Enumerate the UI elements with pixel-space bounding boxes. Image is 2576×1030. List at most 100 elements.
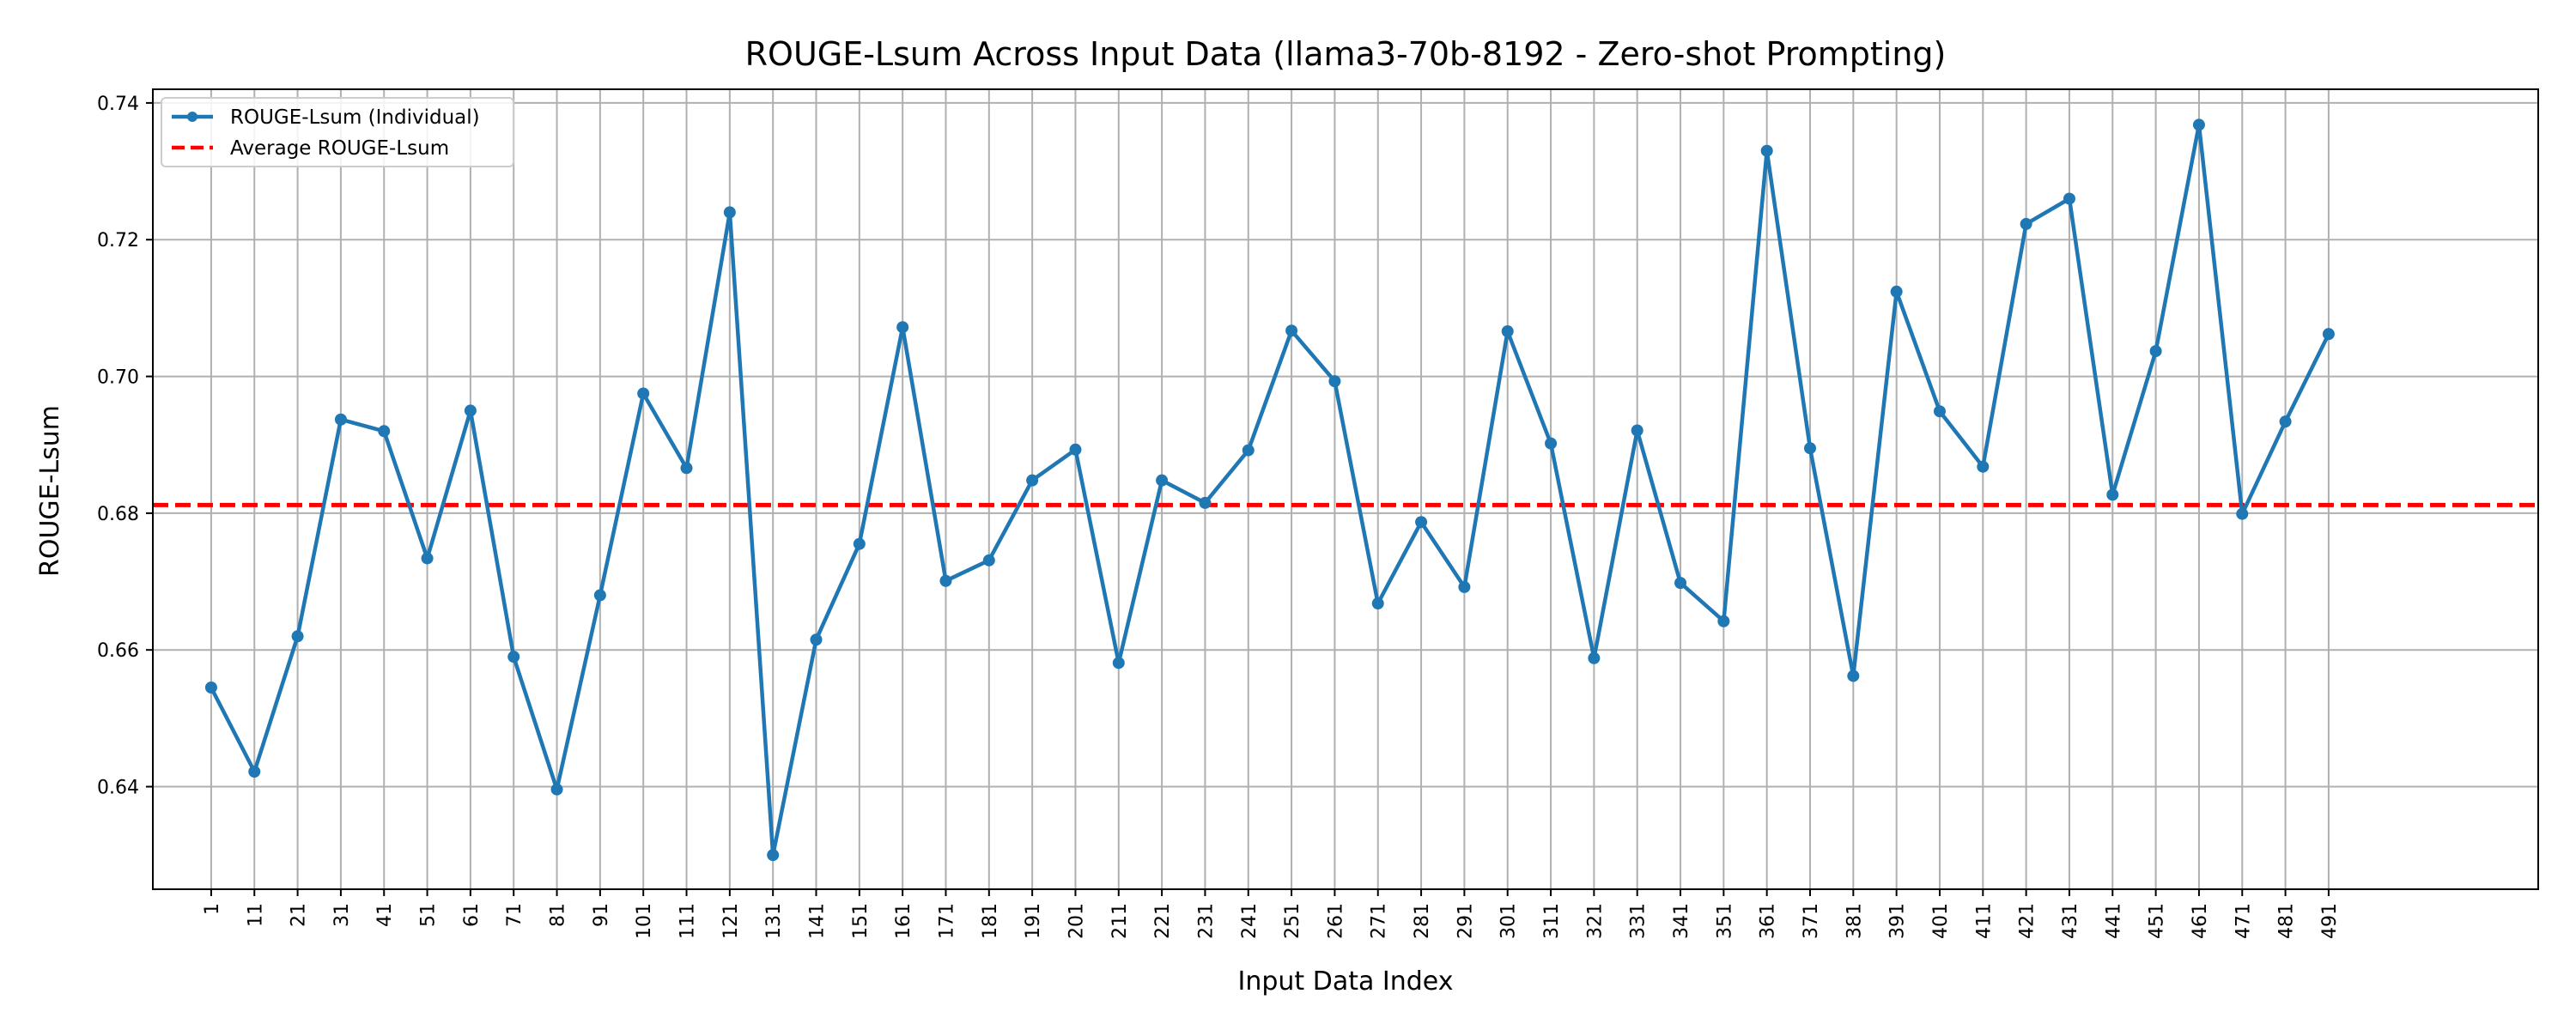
- x-tick-label: 221: [1152, 903, 1174, 939]
- data-point: [1545, 437, 1558, 450]
- data-point: [1156, 474, 1169, 487]
- data-point: [2322, 328, 2335, 341]
- x-tick-label: 361: [1758, 903, 1779, 939]
- x-tick-label: 141: [807, 903, 829, 939]
- x-tick-label: 61: [461, 903, 483, 927]
- x-tick-label: 281: [1412, 903, 1433, 939]
- x-tick-label: 231: [1195, 903, 1217, 939]
- data-point: [1242, 444, 1255, 457]
- x-tick-label: 111: [677, 903, 699, 939]
- data-point: [810, 633, 823, 646]
- x-tick-label: 241: [1239, 903, 1261, 939]
- data-point: [204, 682, 217, 694]
- x-tick-label: 131: [763, 903, 785, 939]
- data-point: [1847, 670, 1860, 682]
- x-tick-label: 211: [1109, 903, 1131, 939]
- data-point: [550, 783, 563, 796]
- data-point: [1285, 324, 1298, 337]
- y-tick-label: 0.74: [97, 94, 139, 115]
- x-tick-label: 1: [202, 903, 223, 915]
- x-tick-label: 341: [1671, 903, 1692, 939]
- data-point: [1069, 443, 1082, 456]
- data-point: [767, 849, 780, 862]
- x-tick-label: 321: [1584, 903, 1606, 939]
- x-tick-label: 411: [1973, 903, 1995, 939]
- y-tick-label: 0.64: [97, 778, 139, 799]
- y-tick-label: 0.68: [97, 504, 139, 525]
- data-point: [2279, 415, 2292, 428]
- data-point: [2020, 217, 2032, 230]
- data-point: [2106, 488, 2119, 501]
- data-point: [1977, 460, 1990, 473]
- data-point: [1371, 597, 1384, 610]
- data-point: [2236, 507, 2249, 520]
- x-tick-label: 81: [548, 903, 569, 927]
- x-tick-label: 461: [2190, 903, 2211, 939]
- x-tick-label: 491: [2319, 903, 2341, 939]
- data-point: [1199, 496, 1212, 509]
- y-tick-label: 0.72: [97, 230, 139, 251]
- x-tick-label: 41: [374, 903, 396, 927]
- data-point: [680, 462, 693, 475]
- legend-marker-individual: [187, 112, 197, 122]
- data-point: [1717, 615, 1730, 627]
- data-point: [248, 765, 261, 778]
- data-point: [1631, 424, 1643, 437]
- data-point: [2149, 345, 2162, 358]
- data-point: [1026, 474, 1039, 487]
- data-point: [1588, 651, 1601, 664]
- data-point: [982, 554, 995, 566]
- x-tick-label: 311: [1541, 903, 1563, 939]
- x-tick-label: 11: [245, 903, 266, 927]
- x-tick-label: 301: [1498, 903, 1520, 939]
- x-tick-label: 101: [634, 903, 655, 939]
- data-point: [1501, 324, 1514, 337]
- x-axis-label: Input Data Index: [1238, 966, 1454, 997]
- x-tick-label: 31: [331, 903, 353, 927]
- x-tick-label: 21: [289, 903, 310, 927]
- data-point: [464, 404, 477, 417]
- y-axis-ticks: 0.64 0.66 0.68 0.70 0.72 0.74: [97, 94, 153, 799]
- x-tick-label: 381: [1844, 903, 1865, 939]
- x-tick-label: 91: [591, 903, 612, 927]
- data-point: [1674, 577, 1687, 590]
- data-point: [1112, 657, 1125, 670]
- chart-title: ROUGE-Lsum Across Input Data (llama3-70b…: [745, 35, 1947, 73]
- x-tick-label: 291: [1455, 903, 1476, 939]
- x-tick-label: 451: [2147, 903, 2168, 939]
- data-point: [593, 589, 606, 602]
- data-point: [1933, 405, 1946, 418]
- x-tick-label: 251: [1282, 903, 1303, 939]
- legend-box: [161, 97, 514, 167]
- x-tick-label: 151: [850, 903, 872, 939]
- data-point: [1415, 516, 1428, 529]
- y-axis-label: ROUGE-Lsum: [35, 405, 65, 577]
- data-point: [1760, 144, 1773, 157]
- x-tick-label: 171: [936, 903, 957, 939]
- data-point: [1328, 375, 1341, 388]
- x-tick-label: 71: [504, 903, 526, 927]
- series-layer: [204, 118, 2335, 862]
- data-point: [1458, 580, 1471, 593]
- data-point: [1890, 285, 1903, 298]
- x-tick-label: 261: [1325, 903, 1346, 939]
- x-tick-label: 391: [1887, 903, 1909, 939]
- legend: ROUGE-Lsum (Individual) Average ROUGE-Ls…: [161, 97, 514, 167]
- data-point: [421, 552, 434, 565]
- x-tick-label: 121: [720, 903, 742, 939]
- x-tick-label: 441: [2103, 903, 2124, 939]
- x-tick-label: 201: [1066, 903, 1087, 939]
- data-point: [853, 537, 866, 550]
- data-point: [1804, 442, 1817, 455]
- x-tick-label: 431: [2060, 903, 2081, 939]
- x-tick-label: 471: [2233, 903, 2254, 939]
- y-tick-label: 0.70: [97, 367, 139, 389]
- data-point: [723, 206, 736, 219]
- data-point: [507, 651, 520, 663]
- data-point: [2192, 118, 2205, 131]
- x-tick-label: 351: [1714, 903, 1735, 939]
- data-point: [378, 425, 391, 438]
- plot-area-frame: [152, 88, 2539, 890]
- data-point: [334, 413, 347, 426]
